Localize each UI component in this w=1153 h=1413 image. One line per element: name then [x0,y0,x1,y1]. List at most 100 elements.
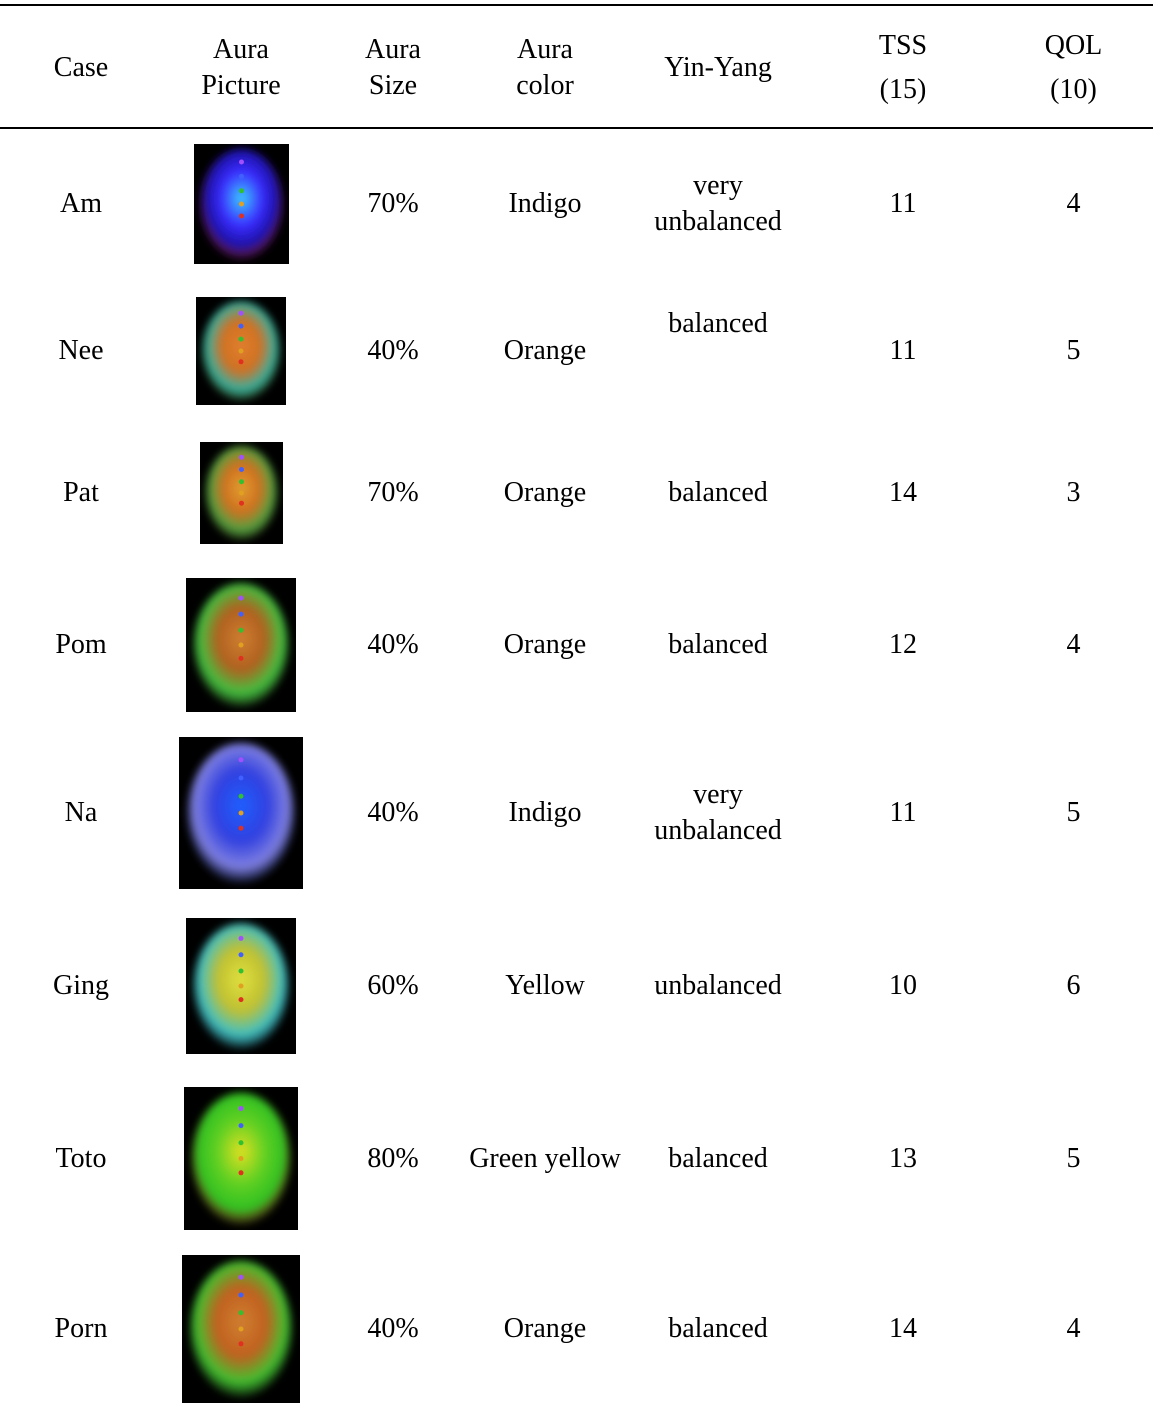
table-cell: Orange [466,564,624,725]
aura-picture [182,1255,300,1403]
cell-text: Orange [504,627,586,663]
cell-text: 40% [367,1311,418,1347]
header-line: Aura [516,32,574,68]
table-cell: balanced [624,280,812,421]
aura-picture [186,918,296,1054]
cell-text: Pat [63,475,99,511]
cell-text: 5 [1067,1141,1081,1177]
table-cell: 4 [994,564,1153,725]
aura-picture [194,144,289,264]
cell-text: 4 [1067,1311,1081,1347]
top-rule [0,4,1153,6]
cell-text: unbalanced [643,968,793,1004]
header-line: Case [54,50,108,86]
cell-text: 80% [367,1141,418,1177]
header-line: color [516,68,574,104]
cell-text: 13 [889,1141,917,1177]
header-line: QOL [1045,24,1103,68]
cell-text: 4 [1067,186,1081,222]
cell-text: 14 [889,1311,917,1347]
picture-cell [162,725,320,900]
cell-text: Am [60,186,102,222]
table-cell: balanced [624,1072,812,1245]
cell-text: 40% [367,795,418,831]
header-line: Aura [365,32,421,68]
table-cell: 11 [812,128,994,280]
table-cell: 5 [994,1072,1153,1245]
header-cell: QOL(10) [994,8,1153,128]
table-cell: Indigo [466,725,624,900]
cell-text: balanced [643,306,793,342]
cell-text: 12 [889,627,917,663]
table-cell: Pom [0,564,162,725]
table-cell: Nee [0,280,162,421]
header-line: (15) [879,68,927,112]
header-cell: Case [0,8,162,128]
table-cell: 80% [320,1072,466,1245]
table-cell: balanced [624,1245,812,1413]
table-cell: Indigo [466,128,624,280]
header-text: Case [54,50,108,86]
cell-text: balanced [643,627,793,663]
cell-text: balanced [643,1141,793,1177]
cell-text: 11 [890,795,917,831]
table-cell: 12 [812,564,994,725]
table-cell: Porn [0,1245,162,1413]
table-cell: unbalanced [624,900,812,1072]
table-cell: Orange [466,421,624,564]
aura-picture [179,737,303,889]
cell-text: very unbalanced [643,777,793,849]
header-text: QOL(10) [1045,24,1103,112]
cell-text: 5 [1067,795,1081,831]
table-cell: very unbalanced [624,128,812,280]
table-cell: 60% [320,900,466,1072]
table-cell: Toto [0,1072,162,1245]
table-cell: Na [0,725,162,900]
aura-picture [186,578,296,712]
header-line: Yin-Yang [664,50,772,86]
table-cell: 3 [994,421,1153,564]
table-cell: 14 [812,421,994,564]
cell-text: balanced [643,1311,793,1347]
cell-text: Toto [56,1141,107,1177]
cell-text: Indigo [508,795,581,831]
picture-cell [162,128,320,280]
header-cell: TSS(15) [812,8,994,128]
table-cell: Am [0,128,162,280]
cell-text: 70% [367,186,418,222]
header-text: TSS(15) [879,24,927,112]
table-cell: 11 [812,725,994,900]
cell-text: Na [65,795,98,831]
cell-text: 6 [1067,968,1081,1004]
picture-cell [162,1245,320,1413]
table-cell: very unbalanced [624,725,812,900]
table-cell: 5 [994,725,1153,900]
cell-text: Orange [504,1311,586,1347]
table-cell: 70% [320,128,466,280]
cell-text: Green yellow [469,1141,621,1177]
table-cell: Green yellow [466,1072,624,1245]
table-cell: Yellow [466,900,624,1072]
table-cell: balanced [624,564,812,725]
header-text: AuraPicture [201,32,280,104]
table-cell: 11 [812,280,994,421]
table-cell: 40% [320,564,466,725]
cell-text: 14 [889,475,917,511]
table-cell: 13 [812,1072,994,1245]
cell-text: 11 [890,186,917,222]
cell-text: 4 [1067,627,1081,663]
cell-text: 3 [1067,475,1081,511]
table-cell: 4 [994,128,1153,280]
cell-text: Porn [55,1311,108,1347]
aura-picture [200,442,283,544]
table-cell: 6 [994,900,1153,1072]
cell-text: Yellow [505,968,585,1004]
header-line: TSS [879,24,927,68]
cell-text: balanced [643,475,793,511]
table-cell: 10 [812,900,994,1072]
table-cell: 40% [320,280,466,421]
picture-cell [162,280,320,421]
